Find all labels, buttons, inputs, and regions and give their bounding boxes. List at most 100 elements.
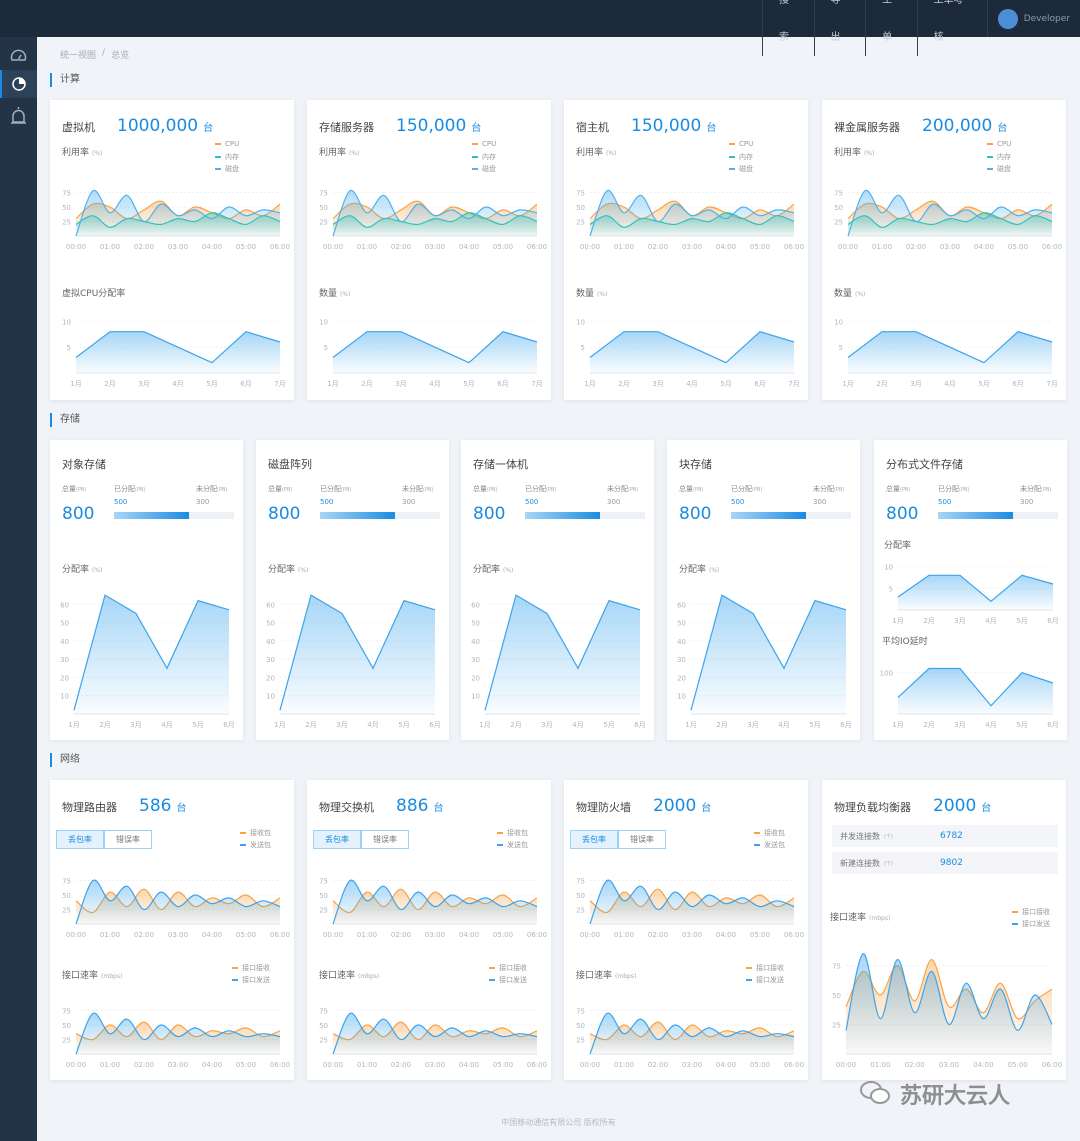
network-card: 物理负载均衡器 2000 台并发连接数 (个) 6782 新建连接数 (个) 9802 接口速率… [822, 780, 1066, 1080]
nav-item[interactable]: 导出 [813, 0, 866, 56]
count-unit: 台 [203, 123, 214, 134]
stat-name: 总量 [679, 485, 693, 493]
legend-item: 接口接收 [489, 963, 527, 973]
y-tick-label: 20 [471, 674, 480, 682]
area-line [332, 189, 538, 237]
x-tick-label: 05:00 [236, 931, 256, 939]
x-tick-label: 3月 [747, 721, 758, 729]
y-tick-label: 40 [266, 638, 275, 646]
tab[interactable]: 错误率 [361, 830, 409, 849]
tab[interactable]: 错误率 [104, 830, 152, 849]
y-tick-label: 25 [62, 907, 71, 915]
x-tick-label: 4月 [985, 721, 996, 729]
legend-item: 接口接收 [1012, 907, 1050, 917]
count-value: 886 [396, 796, 429, 816]
chart: 5 10 1月 2月 3月 4月 5月 6月 [884, 564, 1059, 625]
x-tick-label: 4月 [429, 380, 440, 388]
chart-title: 接口速率 (mbps) [62, 968, 122, 981]
legend-item: 内存 [729, 152, 753, 162]
y-tick-label: 75 [62, 878, 71, 886]
area-fill [280, 595, 435, 714]
nav-item[interactable]: 工单 [865, 0, 917, 56]
chart-title-text: 接口速率 [62, 971, 99, 981]
x-tick-label: 4月 [985, 617, 996, 625]
y-tick-label: 75 [834, 190, 843, 198]
stat-name: 已分配 [525, 485, 546, 493]
sidebar-overview-icon[interactable] [0, 70, 37, 98]
stat-unassigned: 300 [196, 498, 210, 506]
y-tick-label: 10 [677, 693, 686, 701]
x-tick-label: 6月 [754, 380, 765, 388]
count-unit: 台 [706, 123, 717, 134]
x-tick-label: 1月 [70, 380, 81, 388]
x-tick-label: 01:00 [100, 243, 120, 251]
area-fill [590, 331, 794, 373]
chart-title: 利用率 (%) [576, 145, 616, 158]
card-count: 150,000 台 [396, 116, 481, 136]
tab[interactable]: 丢包率 [56, 830, 104, 849]
legend-label: CPU [997, 140, 1012, 148]
legend-swatch [489, 979, 495, 981]
x-tick-label: 3月 [130, 721, 141, 729]
card-header: 存储一体机 [473, 456, 528, 472]
nav-item[interactable]: 工单考核 [916, 0, 987, 56]
x-tick-label: 01:00 [614, 243, 634, 251]
tab[interactable]: 丢包率 [570, 830, 618, 849]
tab[interactable]: 丢包率 [313, 830, 361, 849]
x-tick-label: 1月 [274, 721, 285, 729]
x-tick-label: 2月 [104, 380, 115, 388]
tab[interactable]: 错误率 [618, 830, 666, 849]
y-tick-label: 20 [677, 674, 686, 682]
chart-title-text: 数量 [319, 289, 338, 299]
area-line [75, 888, 281, 914]
chart: 5 10 1月 2月 3月 4月 5月 6月 7月 [62, 318, 286, 388]
y-tick-label: 5 [67, 344, 71, 352]
stat-name: 总量 [62, 485, 76, 493]
card-title: 物理负载均衡器 [834, 801, 911, 814]
x-tick-label: 5月 [206, 380, 217, 388]
count-value: 150,000 [396, 116, 467, 136]
card-title: 存储一体机 [473, 458, 528, 471]
chart-title-text: 数量 [576, 289, 595, 299]
x-tick-label: 6月 [429, 721, 440, 729]
x-tick-label: 06:00 [270, 243, 290, 251]
x-tick-label: 1月 [892, 721, 903, 729]
card-header: 裸金属服务器 200,000 台 [834, 116, 1007, 136]
chart: 5 10 1月 2月 3月 4月 5月 6月 7月 [319, 318, 543, 388]
nav-item[interactable]: 搜索 [762, 0, 814, 56]
y-tick-label: 75 [319, 190, 328, 198]
sidebar-dashboard-icon[interactable] [0, 43, 37, 69]
area-line [589, 189, 795, 237]
breadcrumb-item[interactable]: 统一视图 [60, 51, 97, 61]
area-line [75, 1012, 281, 1055]
user-menu[interactable]: Developer [986, 0, 1080, 37]
card-header: 虚拟机 1000,000 台 [62, 116, 213, 136]
stat-label: 总量(PB) [473, 484, 497, 494]
stat-name: 未分配 [607, 485, 628, 493]
y-tick-label: 5 [324, 344, 328, 352]
chart-title-text: 接口速率 [576, 971, 613, 981]
area-line [73, 594, 230, 711]
legend-item: 磁盘 [472, 164, 496, 174]
storage-card: 对象存储 总量(PB) 已分配(PB) 未分配(PB) 800 500 300 分配率 (%) 1… [50, 440, 243, 740]
legend-item: 发送包 [497, 840, 528, 850]
area-line [589, 879, 795, 925]
area-line [845, 958, 1053, 1020]
x-tick-label: 6月 [497, 380, 508, 388]
chart-title-text: 利用率 [62, 148, 90, 158]
sidebar-alarm-icon[interactable] [0, 103, 37, 129]
chart: 25 50 75 00:00 01:00 02:00 03:00 04:00 05:00 06:0… [576, 1008, 804, 1070]
chart: 5 10 1月 2月 3月 4月 5月 6月 7月 [576, 318, 800, 388]
chart-unit: (%) [855, 291, 866, 298]
chart-unit: (%) [340, 291, 351, 298]
legend-item: 内存 [472, 152, 496, 162]
chart-title-text: 数量 [834, 289, 853, 299]
legend-label: CPU [739, 140, 754, 148]
legend-label: 接收包 [764, 829, 785, 837]
x-tick-label: 06:00 [527, 931, 547, 939]
x-tick-label: 2月 [716, 721, 727, 729]
x-tick-label: 7月 [1046, 380, 1057, 388]
x-tick-label: 01:00 [872, 243, 892, 251]
breadcrumb-item[interactable]: 总览 [111, 51, 130, 61]
